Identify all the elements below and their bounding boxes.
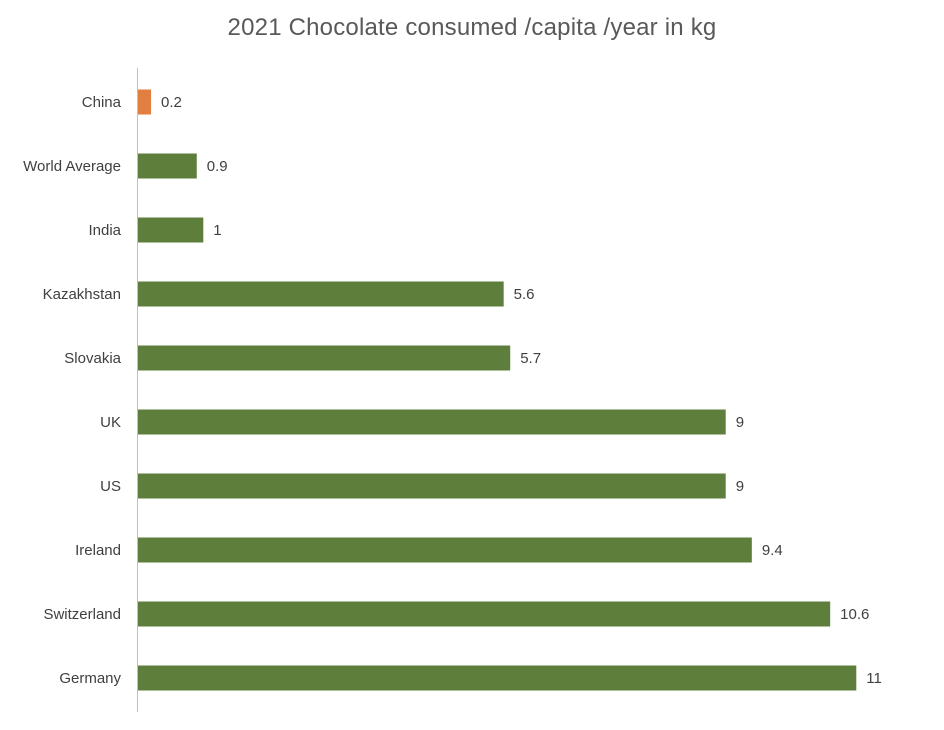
category-label: World Average	[23, 158, 121, 175]
bar	[138, 153, 197, 179]
bar	[138, 537, 752, 563]
data-label: 5.6	[514, 286, 535, 303]
category-label: Germany	[59, 670, 121, 687]
category-label: Ireland	[75, 542, 121, 559]
category-label: UK	[100, 414, 121, 431]
data-label: 9	[736, 414, 744, 431]
bar	[138, 345, 511, 371]
data-label: 11	[866, 670, 882, 687]
data-label: 0.2	[161, 94, 182, 111]
data-label: 9.4	[762, 542, 783, 559]
bar	[138, 473, 726, 499]
data-label: 10.6	[840, 606, 869, 623]
category-label: Kazakhstan	[43, 286, 121, 303]
bar	[138, 89, 152, 115]
bar	[138, 665, 857, 691]
category-label: Slovakia	[64, 350, 121, 367]
category-label: China	[82, 94, 122, 111]
data-label: 9	[736, 478, 744, 495]
bar	[138, 217, 204, 243]
bar	[138, 281, 504, 307]
data-label: 1	[213, 222, 221, 239]
chart-title: 2021 Chocolate consumed /capita /year in…	[227, 14, 717, 41]
bar	[138, 601, 831, 627]
bar	[138, 409, 726, 435]
category-label: Switzerland	[43, 606, 121, 623]
category-label: India	[88, 222, 121, 239]
data-label: 5.7	[520, 350, 541, 367]
data-label: 0.9	[207, 158, 228, 175]
category-label: US	[100, 478, 121, 495]
